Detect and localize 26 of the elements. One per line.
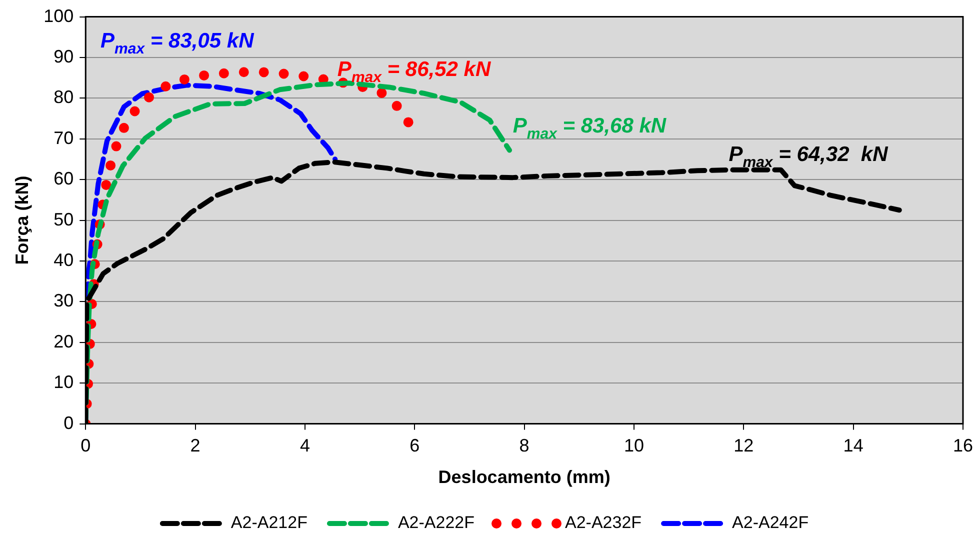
x-tick-label: 12 [734,436,754,456]
x-tick-label: 0 [80,436,91,456]
y-tick-label: 0 [64,412,74,433]
y-tick-label: 50 [54,209,74,230]
legend-label: A2-A222F [398,513,475,532]
y-tick-label: 10 [54,372,74,392]
y-tick-label: 40 [54,250,74,270]
x-tick-label: 4 [300,436,310,456]
x-tick-label: 10 [624,436,644,456]
legend-label: A2-A212F [230,513,308,532]
y-axis-title: Força (kN) [12,176,32,265]
legend-label: A2-A232F [565,513,642,532]
x-tick-label: 16 [952,436,974,456]
x-tick-label: 6 [410,436,420,456]
x-axis-title: Deslocamento (mm) [438,467,610,488]
x-tick-label: 2 [190,436,200,456]
y-tick-label: 30 [54,290,74,311]
y-tick-label: 70 [54,128,74,148]
y-tick-label: 90 [54,46,74,66]
x-tick-label: 8 [519,436,530,456]
y-tick-label: 60 [54,168,74,189]
legend-label: A2-A242F [732,513,809,532]
y-tick-label: 100 [44,6,74,26]
y-tick-label: 20 [54,331,74,352]
x-tick-label: 14 [843,436,864,456]
y-tick-label: 80 [54,87,74,108]
